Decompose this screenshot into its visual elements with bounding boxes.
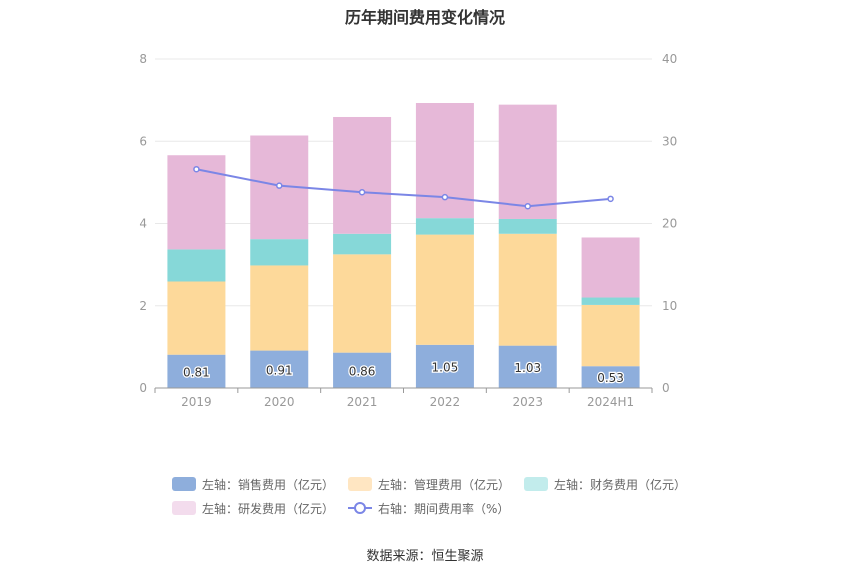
legend-label-sales: 左轴：销售费用（亿元）	[202, 477, 335, 492]
x-tick-label: 2024H1	[587, 395, 634, 409]
bar-admin	[167, 281, 226, 355]
rate-point	[276, 182, 283, 189]
bar-admin	[415, 234, 474, 345]
data-label-sales: 0.81	[183, 365, 210, 379]
legend-row-1: 左轴：销售费用（亿元） 左轴：管理费用（亿元） 左轴：财务费用（亿元）	[172, 472, 692, 496]
y-right-tick-label: 0	[662, 381, 670, 395]
legend-item-rate[interactable]: 右轴：期间费用率（%）	[348, 500, 509, 517]
legend-item-sales[interactable]: 左轴：销售费用（亿元）	[172, 476, 334, 493]
rate-line-path	[196, 168, 611, 208]
plot-area: 0.81 0.91 0.86 1.05 1.03 0.53 0 2 4 6 8 0 10 20 30 40 2…	[139, 52, 677, 409]
bar-sales	[167, 354, 226, 388]
legend-swatch-sales	[172, 477, 196, 491]
data-label-sales: 0.86	[349, 364, 376, 378]
y-right-tick-label: 40	[662, 52, 677, 66]
x-tick-label: 2021	[347, 395, 378, 409]
bar-finance	[415, 218, 474, 235]
bar-rnd	[581, 237, 640, 298]
rate-line	[193, 165, 614, 210]
bar-sales	[415, 344, 474, 388]
legend-swatch-rnd	[172, 501, 196, 515]
legend-swatch-rate-icon	[348, 501, 373, 515]
legend-label-rate: 右轴：期间费用率（%）	[378, 501, 510, 516]
bar-rnd	[333, 116, 392, 234]
bar-rnd	[415, 103, 474, 219]
bar-sales	[250, 350, 309, 388]
gridlines	[155, 58, 652, 307]
legend-label-rnd: 左轴：研发费用（亿元）	[202, 501, 335, 516]
legend-swatch-finance	[524, 477, 549, 491]
bar-finance	[333, 233, 392, 255]
bar-sales	[498, 345, 557, 388]
legend-row-2: 左轴：研发费用（亿元） 右轴：期间费用率（%）	[172, 496, 692, 520]
chart-title: 历年期间费用变化情况	[344, 8, 505, 27]
legend-item-admin[interactable]: 左轴：管理费用（亿元）	[348, 476, 510, 493]
data-source: 数据来源：恒生聚源	[366, 549, 484, 564]
rate-point	[607, 195, 614, 203]
x-tick-label: 2022	[430, 395, 461, 409]
bars	[167, 103, 640, 388]
rate-point	[358, 188, 366, 196]
y-left-tick-label: 8	[139, 52, 147, 66]
y-right-tick-label: 10	[662, 299, 677, 313]
legend-item-rnd[interactable]: 左轴：研发费用（亿元）	[172, 500, 334, 517]
x-tick-label: 2020	[264, 395, 295, 409]
bar-finance	[167, 249, 226, 282]
y-left-tick-label: 2	[139, 299, 147, 313]
legend-label-admin: 左轴：管理费用（亿元）	[378, 477, 511, 492]
rate-point	[193, 165, 200, 173]
axes: 0 2 4 6 8 0 10 20 30 40 2019 2020 2021 2022 2023 2024H1	[139, 52, 677, 409]
data-labels: 0.81 0.91 0.86 1.05 1.03 0.53	[182, 359, 625, 386]
legend-swatch-admin	[348, 477, 373, 491]
bar-finance	[581, 297, 640, 305]
bar-finance	[250, 239, 309, 266]
y-left-tick-label: 0	[139, 381, 147, 395]
bar-admin	[333, 254, 392, 353]
bar-admin	[581, 304, 640, 367]
y-left-tick-label: 4	[139, 217, 147, 231]
bar-sales	[581, 366, 640, 388]
bar-rnd	[498, 104, 557, 219]
y-left-tick-label: 6	[139, 134, 147, 148]
bar-sales	[333, 352, 392, 388]
bar-admin	[250, 265, 309, 351]
x-tick-label: 2019	[181, 395, 212, 409]
data-label-sales: 1.05	[432, 360, 459, 374]
x-tick-label: 2023	[512, 395, 543, 409]
legend-item-finance[interactable]: 左轴：财务费用（亿元）	[524, 476, 686, 493]
data-label-sales: 0.91	[266, 363, 293, 377]
data-label-sales: 0.53	[597, 371, 624, 385]
y-right-tick-label: 30	[662, 134, 677, 148]
y-right-tick-label: 20	[662, 217, 677, 231]
rate-point	[441, 193, 449, 201]
rate-point	[524, 202, 531, 210]
bar-finance	[498, 218, 557, 234]
bar-admin	[498, 233, 557, 346]
legend: 左轴：销售费用（亿元） 左轴：管理费用（亿元） 左轴：财务费用（亿元） 左轴：研…	[172, 472, 692, 520]
legend-label-finance: 左轴：财务费用（亿元）	[554, 477, 687, 492]
data-label-sales: 1.03	[514, 361, 541, 375]
